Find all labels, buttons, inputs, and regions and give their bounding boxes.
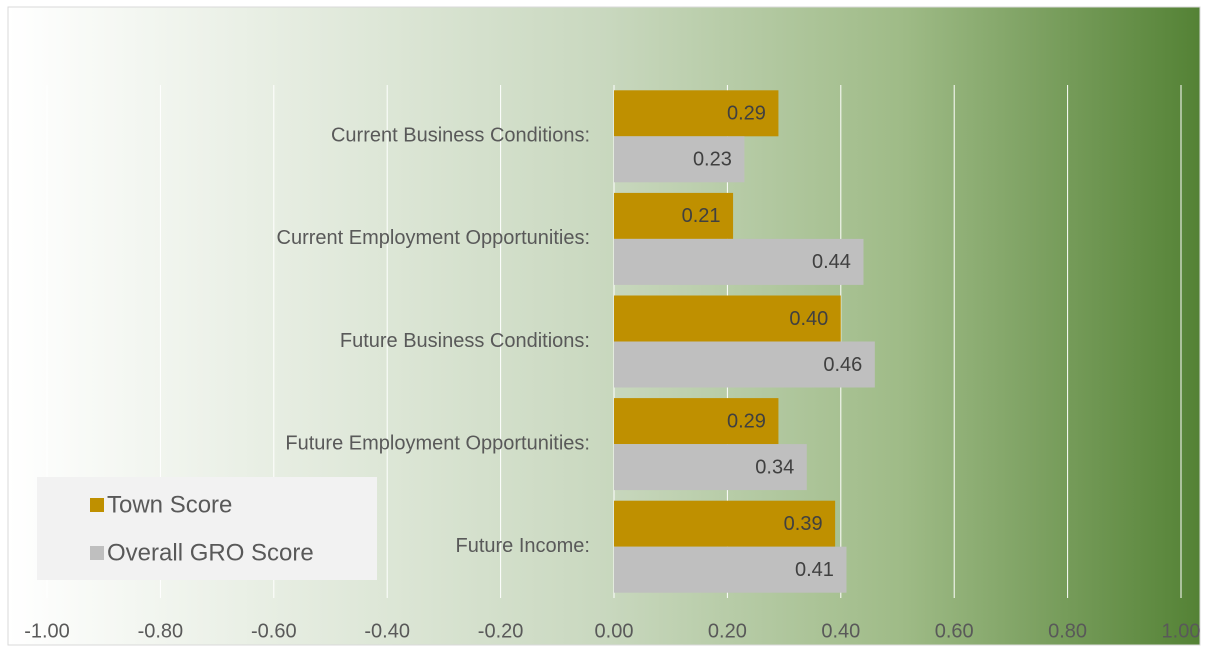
data-label: 0.29	[727, 410, 766, 432]
bar	[614, 398, 779, 445]
data-label: 0.46	[823, 354, 862, 376]
bar	[614, 192, 734, 239]
x-tick-label: -0.80	[138, 620, 184, 642]
y-tick-label: Future Employment Opportunities:	[285, 432, 590, 454]
data-label: 0.23	[693, 149, 732, 171]
x-tick-label: 0.60	[935, 620, 974, 642]
x-tick-label: 0.80	[1048, 620, 1087, 642]
x-tick-label: 0.00	[595, 620, 634, 642]
y-tick-label: Current Business Conditions:	[331, 125, 590, 147]
data-label: 0.41	[795, 559, 834, 581]
bar	[614, 238, 864, 285]
bar	[614, 136, 745, 183]
legend-label: Town Score	[107, 491, 232, 518]
data-label: 0.21	[682, 205, 721, 227]
x-tick-label: 1.00	[1162, 620, 1201, 642]
legend-swatch	[90, 546, 104, 560]
legend-label: Overall GRO Score	[107, 539, 314, 566]
y-tick-label: Future Income:	[455, 535, 590, 557]
bar	[614, 341, 875, 388]
y-tick-label: Future Business Conditions:	[340, 330, 590, 352]
bar	[614, 295, 841, 342]
bar	[614, 90, 779, 137]
x-tick-label: -0.60	[251, 620, 297, 642]
bar	[614, 500, 836, 547]
data-label: 0.34	[755, 456, 794, 478]
y-tick-label: Current Employment Opportunities:	[277, 227, 590, 249]
x-tick-label: -0.20	[478, 620, 524, 642]
bar	[614, 546, 847, 593]
x-tick-label: -1.00	[24, 620, 70, 642]
data-label: 0.40	[789, 308, 828, 330]
data-label: 0.44	[812, 251, 851, 273]
legend-swatch	[90, 498, 104, 512]
bar	[614, 444, 807, 491]
x-tick-label: 0.40	[821, 620, 860, 642]
legend-box	[37, 477, 377, 580]
data-label: 0.39	[784, 513, 823, 535]
x-tick-label: -0.40	[364, 620, 410, 642]
x-tick-label: 0.20	[708, 620, 747, 642]
data-label: 0.29	[727, 103, 766, 125]
